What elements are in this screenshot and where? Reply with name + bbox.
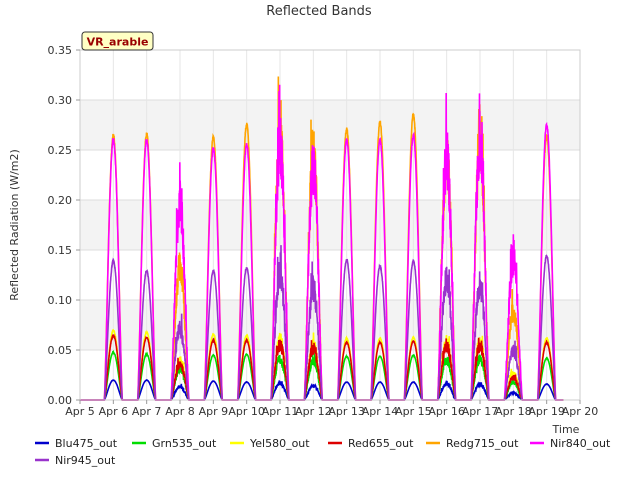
legend-label: Blu475_out <box>55 437 118 450</box>
x-tick-label: Apr 7 <box>132 405 162 418</box>
plot-band <box>80 100 580 150</box>
y-tick-label: 0.25 <box>48 144 73 157</box>
legend-label: Grn535_out <box>152 437 217 450</box>
plot-band <box>80 200 580 250</box>
y-tick-label: 0.15 <box>48 244 73 257</box>
legend-item-nir840-out[interactable]: Nir840_out <box>530 437 611 450</box>
x-tick-label: Apr 8 <box>165 405 195 418</box>
plot-band <box>80 150 580 200</box>
y-tick-label: 0.05 <box>48 344 73 357</box>
x-tick-label: Apr 18 <box>495 405 532 418</box>
legend: Blu475_out Grn535_out Yel580_out Red655_out… <box>35 437 611 467</box>
plot-band <box>80 250 580 300</box>
y-tick-label: 0.30 <box>48 94 73 107</box>
legend-item-grn535-out[interactable]: Grn535_out <box>132 437 217 450</box>
legend-item-red655-out[interactable]: Red655_out <box>328 437 414 450</box>
legend-item-redg715-out[interactable]: Redg715_out <box>426 437 519 450</box>
x-axis-label: Time <box>552 423 580 436</box>
y-tick-label: 0.00 <box>48 394 73 407</box>
legend-label: Red655_out <box>348 437 414 450</box>
badge-label: VR_arable <box>87 36 149 49</box>
y-axis-ticks: 0.00 0.05 0.10 0.15 0.20 0.25 0.30 0.35 <box>48 44 80 407</box>
x-tick-label: Apr 15 <box>395 405 432 418</box>
plot-background <box>80 50 580 400</box>
x-tick-label: Apr 13 <box>328 405 365 418</box>
plot-frame <box>79 49 581 401</box>
x-tick-label: Apr 16 <box>428 405 465 418</box>
legend-item-nir945-out[interactable]: Nir945_out <box>35 454 116 467</box>
y-axis-label: Reflected Radiation (W/m2) <box>8 149 21 301</box>
y-tick-label: 0.10 <box>48 294 73 307</box>
plot-band <box>80 50 580 100</box>
legend-label: Redg715_out <box>446 437 519 450</box>
legend-item-yel580-out[interactable]: Yel580_out <box>230 437 310 450</box>
x-tick-label: Apr 14 <box>362 405 399 418</box>
plot-band <box>80 300 580 350</box>
axes <box>79 49 581 401</box>
x-tick-label: Apr 19 <box>528 405 565 418</box>
y-tick-label: 0.20 <box>48 194 73 207</box>
x-tick-label: Apr 12 <box>295 405 332 418</box>
legend-label: Nir945_out <box>55 454 116 467</box>
x-tick-label: Apr 10 <box>228 405 265 418</box>
x-tick-label: Apr 9 <box>199 405 229 418</box>
legend-item-blu475-out[interactable]: Blu475_out <box>35 437 118 450</box>
y-tick-label: 0.35 <box>48 44 73 57</box>
badge-box <box>81 31 154 51</box>
x-tick-label: Apr 20 <box>562 405 599 418</box>
x-tick-label: Apr 6 <box>99 405 129 418</box>
x-tick-label: Apr 11 <box>262 405 299 418</box>
x-tick-label: Apr 17 <box>462 405 499 418</box>
plot-band <box>80 350 580 400</box>
x-tick-label: Apr 5 <box>65 405 95 418</box>
vr-arable-badge: VR_arable <box>81 31 154 51</box>
legend-label: Nir840_out <box>550 437 611 450</box>
legend-label: Yel580_out <box>249 437 310 450</box>
chart-title: Reflected Bands <box>266 4 372 19</box>
